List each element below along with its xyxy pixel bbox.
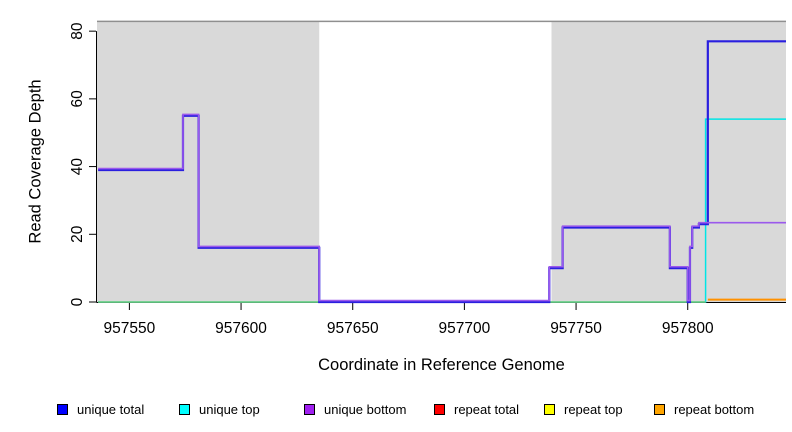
series-unique-bottom	[98, 113, 786, 302]
svg-text:80: 80	[69, 22, 86, 40]
legend-label: unique bottom	[324, 401, 407, 417]
repeat-total-swatch-icon	[434, 403, 445, 415]
svg-text:40: 40	[69, 158, 86, 176]
legend-label: unique total	[77, 401, 145, 417]
svg-text:957650: 957650	[327, 320, 379, 337]
svg-text:957550: 957550	[104, 320, 156, 337]
svg-text:957700: 957700	[439, 320, 491, 337]
x-axis-title: Coordinate in Reference Genome	[318, 356, 565, 374]
repeat-bottom-swatch-icon	[654, 403, 665, 415]
legend-label: repeat top	[564, 401, 623, 417]
unique-bottom-swatch-icon	[304, 403, 315, 415]
svg-text:957800: 957800	[662, 320, 714, 337]
repeat-top-swatch-icon	[544, 403, 555, 415]
legend-item-unique-top: unique top	[179, 399, 260, 419]
unique-top-swatch-icon	[179, 403, 190, 415]
svg-text:957600: 957600	[215, 320, 267, 337]
legend-item-unique-total: unique total	[57, 399, 144, 419]
svg-text:20: 20	[69, 225, 86, 243]
legend: unique total unique top unique bottom re…	[0, 399, 792, 423]
svg-text:957750: 957750	[550, 320, 602, 337]
svg-text:0: 0	[69, 297, 86, 306]
y-axis-title: Read Coverage Depth	[26, 79, 45, 244]
legend-item-repeat-top: repeat top	[544, 399, 623, 419]
legend-label: repeat total	[454, 401, 520, 417]
svg-text:60: 60	[69, 90, 86, 108]
legend-item-repeat-total: repeat total	[434, 399, 519, 419]
legend-item-repeat-bottom: repeat bottom	[654, 399, 754, 419]
legend-item-unique-bottom: unique bottom	[304, 399, 406, 419]
legend-label: unique top	[199, 401, 260, 417]
unique-total-swatch-icon	[57, 403, 68, 415]
legend-label: repeat bottom	[674, 401, 755, 417]
